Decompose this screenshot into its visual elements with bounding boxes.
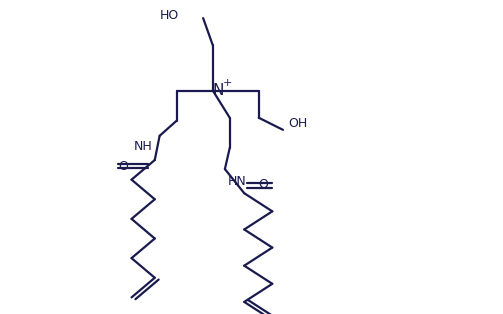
Text: N: N: [213, 83, 224, 98]
Text: OH: OH: [288, 117, 307, 130]
Text: +: +: [223, 78, 232, 88]
Text: HN: HN: [227, 175, 246, 188]
Text: NH: NH: [133, 140, 152, 153]
Text: HO: HO: [159, 8, 179, 22]
Text: O: O: [118, 160, 128, 173]
Text: O: O: [259, 178, 269, 191]
